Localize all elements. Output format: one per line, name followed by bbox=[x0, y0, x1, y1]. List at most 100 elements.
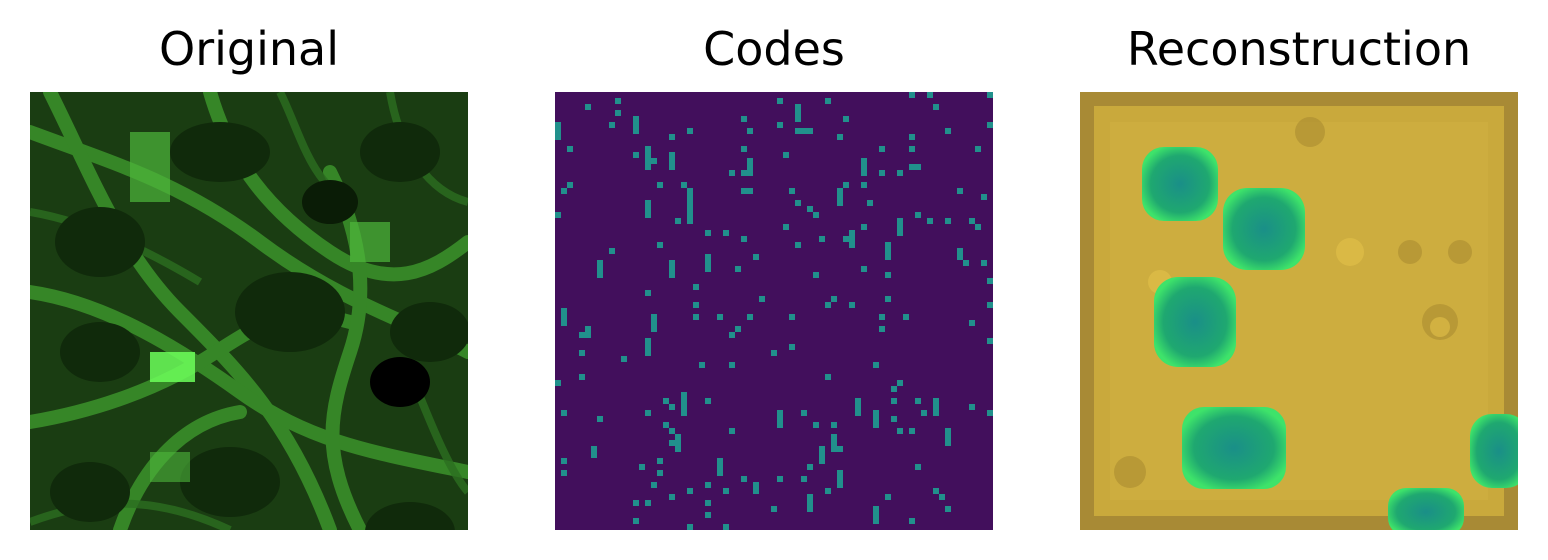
code-pixel bbox=[657, 458, 663, 464]
code-pixel bbox=[633, 152, 639, 158]
code-pixel bbox=[909, 146, 915, 152]
code-pixel bbox=[885, 494, 891, 500]
code-pixel bbox=[789, 344, 795, 350]
code-pixel bbox=[705, 398, 711, 404]
code-pixel bbox=[909, 518, 915, 524]
code-pixel bbox=[963, 260, 969, 266]
code-pixel bbox=[885, 242, 891, 260]
code-pixel bbox=[795, 242, 801, 248]
codes-title: Codes bbox=[703, 22, 845, 76]
code-pixel bbox=[651, 314, 657, 332]
code-pixel bbox=[651, 158, 657, 164]
code-pixel bbox=[945, 506, 951, 512]
code-pixel bbox=[591, 452, 597, 458]
code-pixel bbox=[723, 488, 729, 494]
code-pixel bbox=[609, 122, 615, 128]
code-pixel bbox=[705, 230, 711, 236]
code-pixel bbox=[975, 224, 981, 230]
code-pixel bbox=[861, 182, 867, 188]
code-pixel bbox=[987, 92, 993, 98]
code-pixel bbox=[663, 398, 669, 404]
code-pixel bbox=[783, 152, 789, 158]
code-pixel bbox=[879, 314, 885, 320]
code-pixel bbox=[687, 488, 693, 494]
code-pixel bbox=[813, 212, 819, 218]
code-pixel bbox=[735, 326, 741, 332]
code-pixel bbox=[957, 248, 963, 254]
code-pixel bbox=[807, 206, 813, 212]
codes-image bbox=[555, 92, 993, 530]
code-pixel bbox=[771, 350, 777, 356]
code-pixel bbox=[555, 122, 561, 140]
code-pixel bbox=[657, 242, 663, 248]
code-pixel bbox=[669, 440, 675, 446]
code-pixel bbox=[861, 158, 867, 176]
code-pixel bbox=[783, 224, 789, 230]
code-pixel bbox=[747, 128, 753, 134]
code-pixel bbox=[825, 488, 831, 494]
code-pixel bbox=[987, 278, 993, 284]
code-pixel bbox=[753, 488, 759, 494]
code-pixel bbox=[645, 500, 651, 506]
code-pixel bbox=[789, 314, 795, 320]
code-pixel bbox=[939, 494, 945, 500]
code-pixel bbox=[807, 464, 813, 470]
code-pixel bbox=[585, 104, 591, 110]
code-pixel bbox=[693, 314, 699, 320]
code-pixel bbox=[795, 200, 801, 206]
code-pixel bbox=[723, 230, 729, 236]
code-pixel bbox=[555, 380, 561, 386]
code-pixel bbox=[909, 92, 915, 98]
code-pixel bbox=[561, 308, 567, 326]
codes-image-svg bbox=[555, 92, 993, 530]
code-pixel bbox=[819, 236, 825, 242]
code-pixel bbox=[969, 218, 975, 224]
code-pixel bbox=[723, 524, 729, 530]
code-pixel bbox=[741, 188, 747, 194]
code-pixel bbox=[771, 506, 777, 512]
code-pixel bbox=[891, 398, 897, 404]
code-pixel bbox=[981, 260, 987, 266]
code-pixel bbox=[807, 128, 813, 134]
code-pixel bbox=[741, 146, 747, 152]
code-pixel bbox=[741, 170, 747, 176]
code-pixel bbox=[891, 416, 897, 422]
code-pixel bbox=[657, 182, 663, 188]
code-pixel bbox=[933, 104, 939, 110]
code-pixel bbox=[663, 422, 669, 428]
code-pixel bbox=[741, 476, 747, 482]
code-pixel bbox=[681, 398, 687, 416]
code-pixel bbox=[987, 302, 993, 308]
code-pixel bbox=[669, 428, 675, 434]
code-pixel bbox=[729, 428, 735, 434]
code-pixel bbox=[861, 266, 867, 272]
code-pixel bbox=[561, 470, 567, 476]
code-pixel bbox=[687, 524, 693, 530]
code-pixel bbox=[585, 326, 591, 332]
code-pixel bbox=[807, 494, 813, 512]
code-pixel bbox=[651, 482, 657, 488]
code-pixel bbox=[801, 410, 807, 416]
code-pixel bbox=[585, 332, 591, 338]
code-pixel bbox=[933, 488, 939, 494]
code-pixel bbox=[789, 188, 795, 194]
code-pixel bbox=[843, 236, 849, 242]
code-pixel bbox=[705, 500, 711, 506]
code-pixel bbox=[837, 446, 843, 452]
code-pixel bbox=[897, 170, 903, 176]
code-pixel bbox=[819, 446, 825, 464]
code-pixel bbox=[915, 464, 921, 470]
code-pixel bbox=[687, 206, 693, 224]
original-title: Original bbox=[158, 22, 339, 76]
code-pixel bbox=[621, 356, 627, 362]
code-pixel bbox=[753, 482, 759, 488]
code-pixel bbox=[675, 218, 681, 224]
code-pixel bbox=[945, 218, 951, 224]
code-pixel bbox=[777, 410, 783, 428]
code-pixel bbox=[873, 506, 879, 524]
code-pixel bbox=[759, 296, 765, 302]
code-pixel bbox=[843, 182, 849, 188]
code-pixel bbox=[693, 302, 699, 308]
code-pixel bbox=[813, 272, 819, 278]
code-pixel bbox=[777, 98, 783, 104]
